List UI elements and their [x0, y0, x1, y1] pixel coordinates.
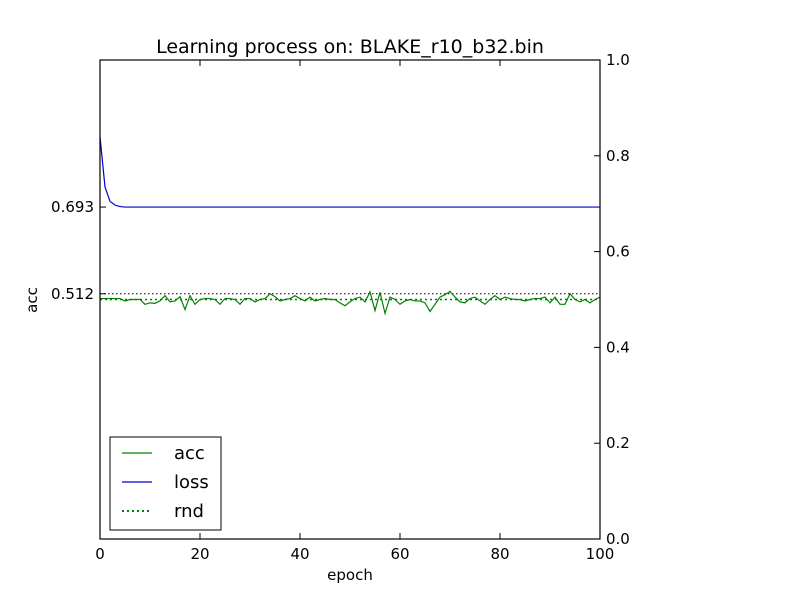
plot-frame — [99, 59, 601, 540]
legend-label-rnd: rnd — [174, 501, 204, 522]
x-axis-ticks: 0 20 40 60 80 100 — [95, 60, 614, 563]
left-tick-label: 0.512 — [51, 285, 94, 303]
x-tick-label: 20 — [190, 545, 209, 563]
x-tick-label: 0 — [95, 545, 105, 563]
x-tick-label: 100 — [586, 545, 615, 563]
x-tick-label: 60 — [390, 545, 409, 563]
right-tick-label: 1.0 — [606, 51, 630, 69]
right-tick-label: 0.0 — [606, 530, 630, 548]
right-tick-label: 0.2 — [606, 434, 630, 452]
x-axis-label: epoch — [327, 566, 373, 584]
legend: acc loss rnd — [109, 436, 222, 531]
legend-label-loss: loss — [174, 472, 209, 493]
chart-title: Learning process on: BLAKE_r10_b32.bin — [156, 36, 544, 58]
right-axis-ticks: 0.0 0.2 0.4 0.6 0.8 1.0 — [594, 51, 630, 548]
left-tick-label: 0.693 — [51, 198, 94, 216]
series-acc-line — [100, 290, 601, 316]
right-tick-label: 0.6 — [606, 243, 630, 261]
right-tick-label: 0.8 — [606, 147, 630, 165]
x-tick-label: 80 — [490, 545, 509, 563]
series-loss-line — [99, 136, 600, 208]
x-tick-label: 40 — [290, 545, 309, 563]
plot-area — [99, 136, 601, 316]
right-tick-label: 0.4 — [606, 338, 630, 356]
legend-label-acc: acc — [174, 443, 205, 464]
left-axis-ticks: 0.693 0.512 — [51, 198, 106, 303]
y-axis-label: acc — [23, 287, 41, 313]
